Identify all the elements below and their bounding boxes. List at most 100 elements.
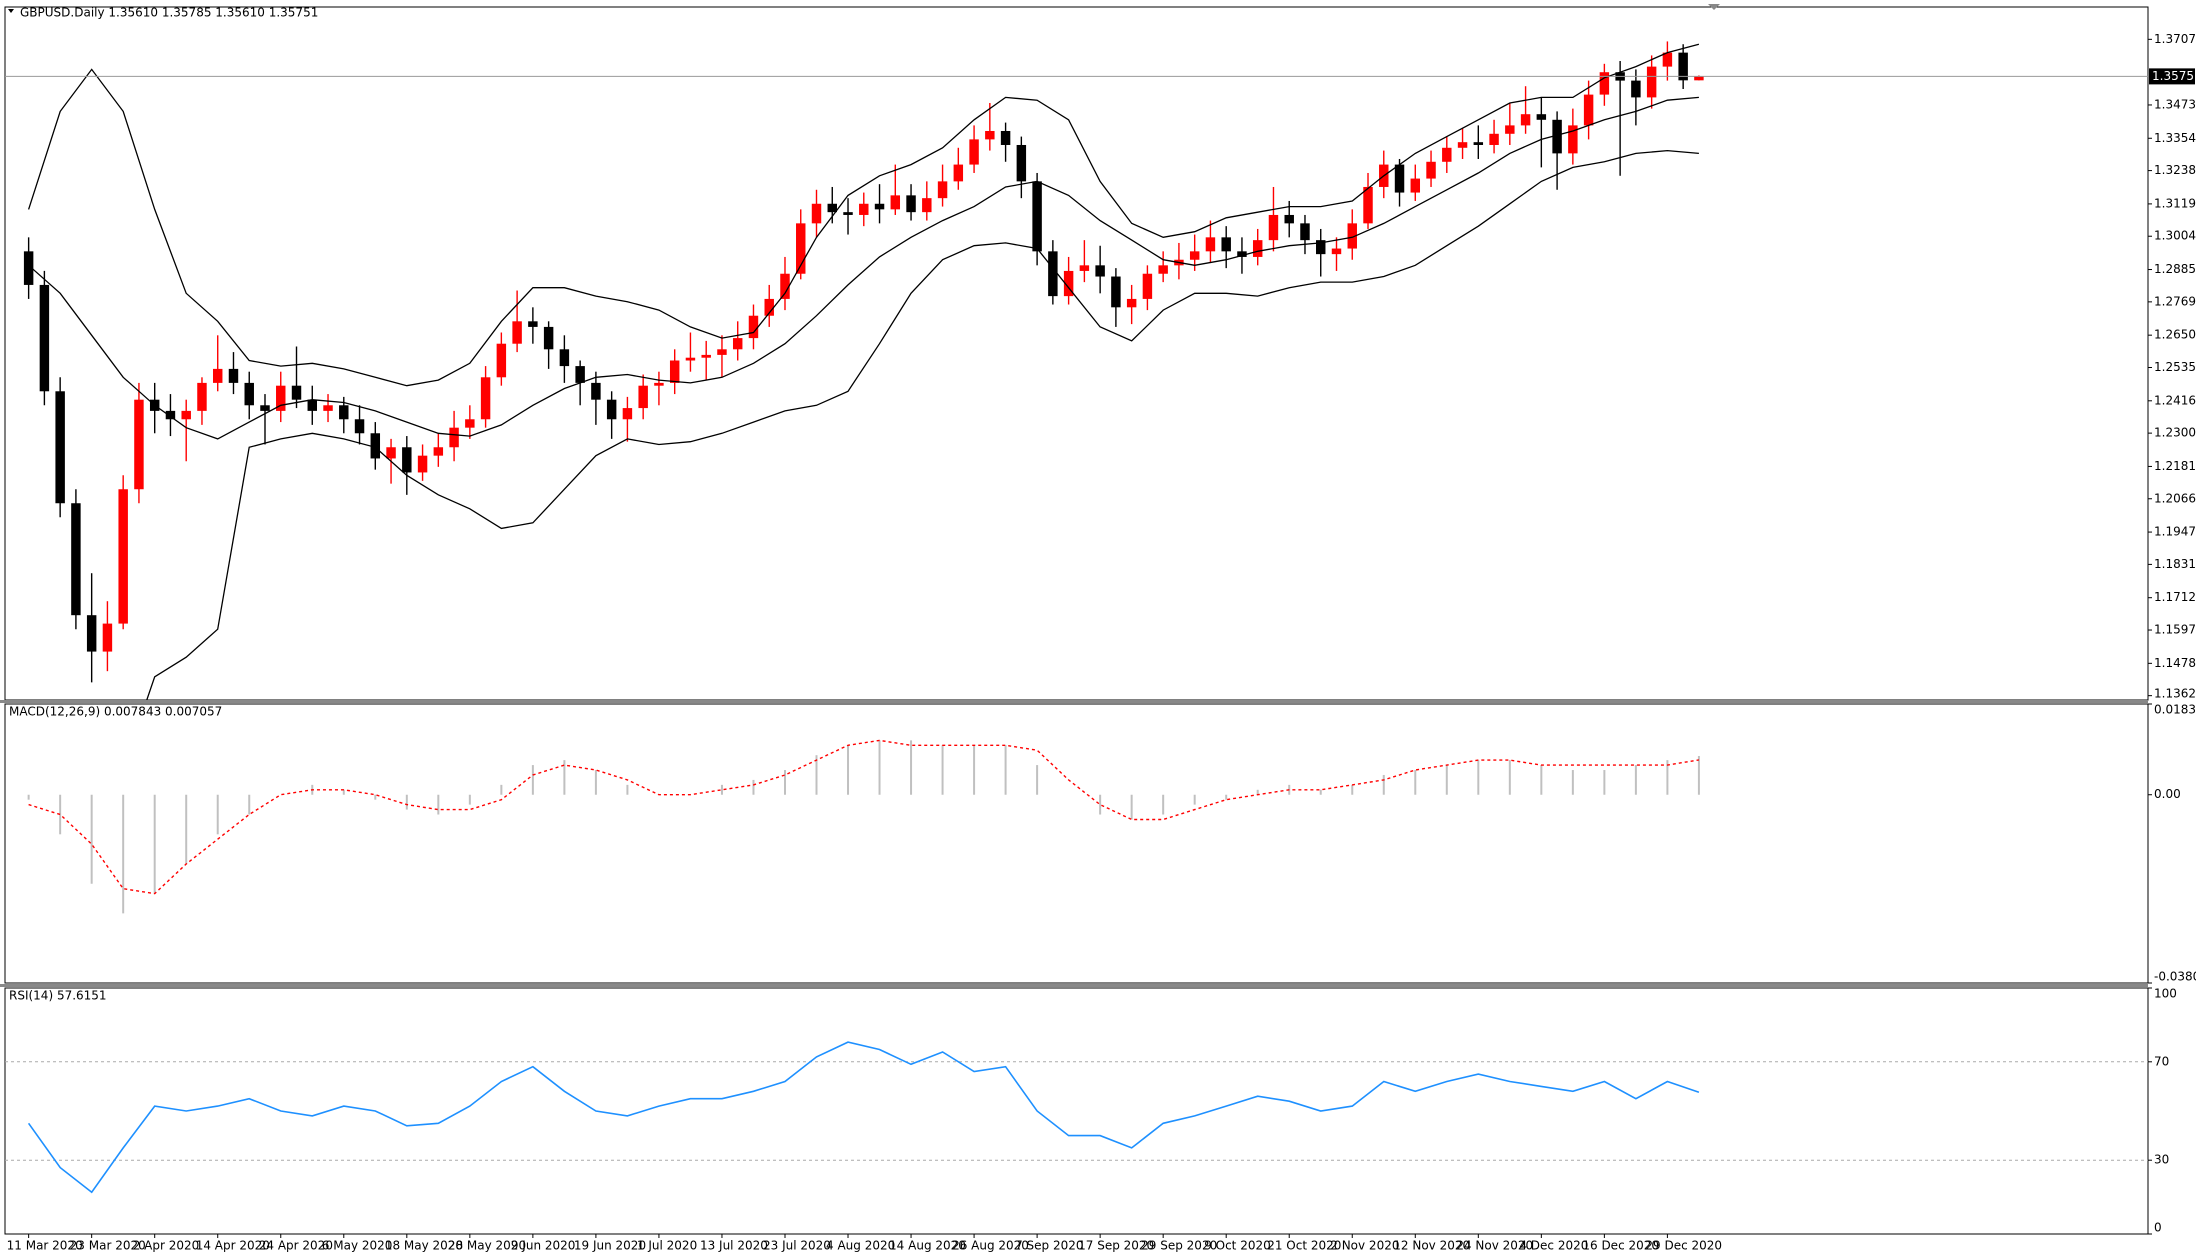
y-tick-label: 1.15970 xyxy=(2154,623,2196,637)
candle-body xyxy=(843,212,853,215)
candle-body xyxy=(827,203,837,213)
macd-panel-border xyxy=(4,703,2149,984)
candle-body xyxy=(937,181,948,199)
candle-body xyxy=(71,503,81,616)
x-tick-label: 7 Sep 2020 xyxy=(1015,1239,1083,1253)
candle-body xyxy=(1520,114,1531,126)
candle-body xyxy=(1536,114,1547,120)
candle-body xyxy=(796,223,806,274)
candle-body xyxy=(386,447,396,459)
candle-body xyxy=(244,382,254,406)
candle-body xyxy=(1552,119,1562,154)
x-tick-label: 2 Nov 2020 xyxy=(1330,1239,1399,1253)
candle-body xyxy=(1221,237,1231,252)
y-tick-label: 1.28850 xyxy=(2154,262,2196,276)
rsi-title: RSI(14) 57.6151 xyxy=(9,989,107,1003)
shift-marker[interactable] xyxy=(1708,4,1720,10)
y-tick-label: 1.21815 xyxy=(2154,459,2196,473)
symbol-menu-arrow[interactable] xyxy=(8,9,14,13)
candle-body xyxy=(874,203,885,210)
main-panel-border xyxy=(4,6,2149,701)
candle-body xyxy=(1631,80,1641,98)
candle-body xyxy=(1694,76,1704,81)
x-tick-label: 28 May 2020 xyxy=(448,1239,526,1253)
candle-body xyxy=(1158,265,1168,274)
candle-body xyxy=(417,455,428,473)
candle-body xyxy=(1662,52,1673,67)
candle-body xyxy=(1426,161,1436,179)
x-tick-label: 6 May 2020 xyxy=(322,1239,393,1253)
candle-body xyxy=(291,385,302,400)
candle-body xyxy=(307,399,317,411)
candle-body xyxy=(1442,147,1452,162)
y-tick-label: 1.33540 xyxy=(2154,131,2196,145)
candle-body xyxy=(1126,298,1137,308)
candle-body xyxy=(780,273,790,299)
x-tick-label: 9 Oct 2020 xyxy=(1204,1239,1271,1253)
x-tick-label: 4 Aug 2020 xyxy=(826,1239,895,1253)
candle-body xyxy=(1457,142,1468,148)
candle-body xyxy=(354,419,365,434)
candle-body xyxy=(86,615,97,652)
y-tick-label: 1.26505 xyxy=(2154,328,2196,342)
candle-body xyxy=(638,385,648,409)
y-tick-label: 1.30040 xyxy=(2154,229,2196,243)
macd-signal xyxy=(28,739,1700,895)
candle-body xyxy=(654,382,664,386)
bollinger-band xyxy=(146,149,1699,700)
x-tick-label: 29 Sep 2020 xyxy=(1141,1239,1217,1253)
candle-body xyxy=(1489,133,1499,145)
y-tick-label: 1.25350 xyxy=(2154,360,2196,374)
candle-body xyxy=(748,315,759,339)
x-tick-label: 17 Sep 2020 xyxy=(1078,1239,1154,1253)
y-tick-label: 0 xyxy=(2154,1221,2162,1235)
x-tick-label: 2 Apr 2020 xyxy=(133,1239,200,1253)
x-tick-label: 23 Mar 2020 xyxy=(70,1239,146,1253)
x-tick-label: 29 Dec 2020 xyxy=(1645,1239,1722,1253)
candle-body xyxy=(55,391,65,504)
y-tick-label: 0.00 xyxy=(2154,787,2181,801)
candle-body xyxy=(1048,251,1058,297)
candle-body xyxy=(953,164,964,182)
y-tick-label: 1.13625 xyxy=(2154,687,2196,701)
candle-body xyxy=(1394,164,1405,193)
candle-body xyxy=(1252,240,1263,257)
bollinger-band xyxy=(27,43,1700,387)
candle-body xyxy=(339,405,349,420)
candle-body xyxy=(922,198,932,213)
candle-body xyxy=(1095,265,1105,277)
candle-body xyxy=(1646,66,1657,98)
rsi-line xyxy=(27,1041,1700,1194)
x-tick-label: 12 Nov 2020 xyxy=(1393,1239,1470,1253)
candle-body xyxy=(811,203,822,224)
candle-body xyxy=(512,321,522,344)
candle-body xyxy=(323,405,333,411)
candle-body xyxy=(1583,94,1594,126)
candle-body xyxy=(1284,214,1294,224)
candle-body xyxy=(732,338,743,350)
x-tick-label: 1 Jul 2020 xyxy=(637,1239,697,1253)
candle-body xyxy=(1237,251,1247,257)
candle-body xyxy=(1079,265,1090,271)
y-tick-label: 1.14780 xyxy=(2154,656,2196,670)
candle-body xyxy=(165,410,176,420)
candle-body xyxy=(496,343,507,378)
candle-body xyxy=(134,399,144,490)
candle-body xyxy=(575,366,585,383)
x-tick-label: 18 May 2020 xyxy=(385,1239,463,1253)
candle-body xyxy=(39,284,50,392)
candle-body xyxy=(465,419,475,428)
x-tick-label: 24 Nov 2020 xyxy=(1456,1239,1533,1253)
x-tick-label: 24 Apr 2020 xyxy=(259,1239,333,1253)
candle-body xyxy=(764,298,774,316)
y-tick-label: 1.32385 xyxy=(2154,163,2196,177)
y-tick-label: 1.19470 xyxy=(2154,525,2196,539)
x-tick-label: 9 Jun 2020 xyxy=(511,1239,576,1253)
candle-body xyxy=(717,349,727,355)
candle-body xyxy=(1316,240,1326,255)
candle-body xyxy=(102,623,113,652)
y-tick-label: 1.20660 xyxy=(2154,491,2196,505)
candle-body xyxy=(260,405,270,411)
y-tick-label: 1.18315 xyxy=(2154,557,2196,571)
